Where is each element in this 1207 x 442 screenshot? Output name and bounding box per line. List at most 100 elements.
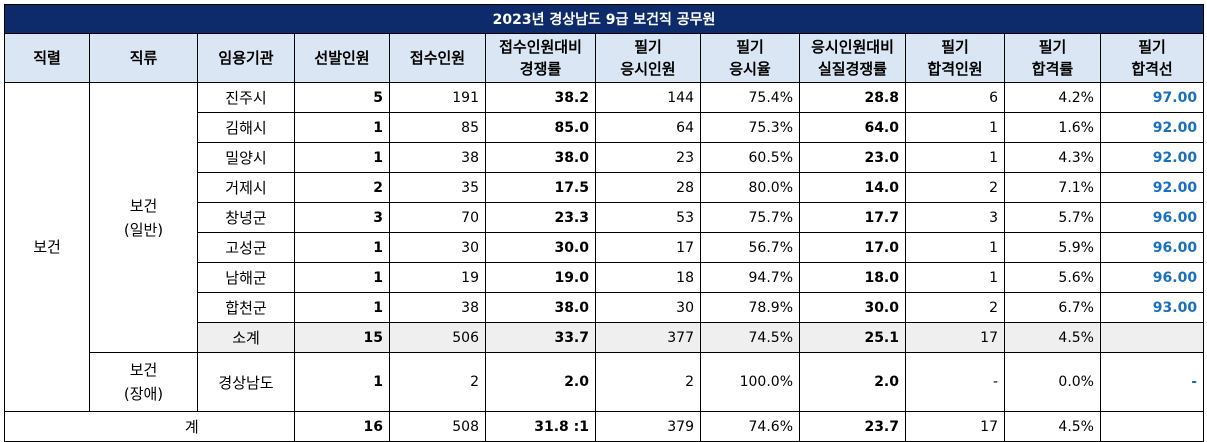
recruitment-table: 2023년 경상남도 9급 보건직 공무원 직렬 직류 임용기관 선발인원 접수… bbox=[3, 4, 1205, 442]
kind-disabled-line1: 보건 bbox=[129, 361, 158, 379]
cell-pass-rate: 1.6% bbox=[1004, 112, 1101, 143]
cell-passed: 3 bbox=[905, 202, 1005, 233]
cell-pass-rate: 4.5% bbox=[1004, 322, 1101, 353]
cell-kind-general: 보건 (일반) bbox=[89, 82, 198, 353]
cell-passed: 1 bbox=[905, 262, 1005, 293]
header-ratio-line2: 경쟁률 bbox=[519, 60, 562, 78]
cell-exam-rate: 94.7% bbox=[700, 262, 800, 293]
cell-selected: 5 bbox=[294, 82, 390, 113]
cell-passed: 2 bbox=[905, 172, 1005, 203]
cell-ratio: 17.5 bbox=[485, 172, 596, 203]
cell-exam-applicants: 30 bbox=[595, 292, 701, 323]
header-rank: 직렬 bbox=[4, 33, 90, 83]
cell-exam-rate: 80.0% bbox=[700, 172, 800, 203]
cell-ratio: 33.7 bbox=[485, 322, 596, 353]
cell-exam-rate: 100.0% bbox=[700, 352, 800, 412]
table-row: 보건 보건 (일반) 진주시 5 191 38.2 144 75.4% 28.8 6 4.2% 97.0… bbox=[4, 82, 1205, 412]
cell-exam-applicants: 379 bbox=[595, 411, 701, 442]
subtotal-row: 소계 15 506 33.7 377 74.5% 25.1 17 4.5% bbox=[5, 322, 1205, 353]
cell-real-ratio: 2.0 bbox=[799, 352, 906, 412]
table-row: 고성군 1 30 30.0 17 56.7% 17.0 1 5.9% 96.00 bbox=[5, 232, 1205, 263]
cell-kind-disabled: 보건 (장애) bbox=[89, 352, 198, 412]
cell-ratio: 38.0 bbox=[485, 142, 596, 173]
header-real-ratio-line1: 응시인원대비 bbox=[811, 38, 894, 56]
cell-exam-rate: 75.4% bbox=[700, 82, 800, 113]
table-title: 2023년 경상남도 9급 보건직 공무원 bbox=[3, 4, 1205, 34]
cell-real-ratio: 18.0 bbox=[799, 262, 906, 293]
cell-agency: 합천군 bbox=[197, 292, 295, 323]
cell-exam-rate: 78.9% bbox=[700, 292, 800, 323]
cell-real-ratio: 25.1 bbox=[799, 322, 906, 353]
cell-applied: 38 bbox=[389, 292, 486, 323]
header-cutoff-line2: 합격선 bbox=[1131, 60, 1173, 78]
header-agency: 임용기관 bbox=[197, 33, 295, 83]
header-exam-rate-line2: 응시율 bbox=[729, 60, 771, 78]
cell-pass-rate: 5.9% bbox=[1004, 232, 1101, 263]
cell-passed: 17 bbox=[905, 411, 1005, 442]
cell-exam-applicants: 144 bbox=[595, 82, 701, 113]
cell-selected: 15 bbox=[294, 322, 390, 353]
cell-selected: 1 bbox=[294, 292, 390, 323]
cell-pass-rate: 0.0% bbox=[1004, 352, 1101, 412]
table-row: 남해군 1 19 19.0 18 94.7% 18.0 1 5.6% 96.00 bbox=[5, 262, 1205, 293]
header-passed-line1: 필기 bbox=[941, 38, 969, 56]
cell-cutoff bbox=[1099, 322, 1205, 353]
header-real-ratio-line2: 실질경쟁률 bbox=[817, 60, 887, 78]
table-row: 창녕군 3 70 23.3 53 75.7% 17.7 3 5.7% 96.00 bbox=[5, 202, 1205, 233]
cell-real-ratio: 17.0 bbox=[799, 232, 906, 263]
cell-real-ratio: 64.0 bbox=[799, 112, 906, 143]
cell-agency: 진주시 bbox=[197, 82, 295, 113]
header-passed-line2: 합격인원 bbox=[927, 60, 983, 78]
cell-pass-rate: 6.7% bbox=[1004, 292, 1101, 323]
cell-real-ratio: 28.8 bbox=[799, 82, 906, 113]
cell-cutoff: 96.00 bbox=[1099, 202, 1205, 233]
cell-ratio: 85.0 bbox=[485, 112, 596, 143]
cell-agency: 경상남도 bbox=[197, 352, 295, 412]
cell-selected: 1 bbox=[294, 112, 390, 143]
cell-exam-applicants: 2 bbox=[595, 352, 701, 412]
cell-cutoff: 92.00 bbox=[1099, 142, 1205, 173]
cell-real-ratio: 14.0 bbox=[799, 172, 906, 203]
cell-applied: 191 bbox=[389, 82, 486, 113]
header-kind: 직류 bbox=[89, 33, 198, 83]
cell-cutoff: 96.00 bbox=[1099, 232, 1205, 263]
cell-applied: 506 bbox=[389, 322, 486, 353]
cell-cutoff: 92.00 bbox=[1099, 112, 1205, 143]
cell-total-blank bbox=[4, 411, 90, 442]
cell-exam-applicants: 28 bbox=[595, 172, 701, 203]
cell-exam-rate: 75.7% bbox=[700, 202, 800, 233]
header-row: 직렬 직류 임용기관 선발인원 접수인원 접수인원대비 경쟁률 필기 응시인원 필기… bbox=[4, 33, 1205, 83]
cell-pass-rate: 4.5% bbox=[1004, 411, 1101, 442]
cell-agency: 소계 bbox=[197, 322, 295, 353]
cell-agency: 거제시 bbox=[197, 172, 295, 203]
cell-selected: 1 bbox=[294, 232, 390, 263]
cell-pass-rate: 4.3% bbox=[1004, 142, 1101, 173]
cell-exam-applicants: 17 bbox=[595, 232, 701, 263]
header-selected: 선발인원 bbox=[294, 33, 390, 83]
kind-general-line1: 보건 bbox=[129, 196, 158, 215]
header-exam-applicants: 필기 응시인원 bbox=[595, 33, 701, 83]
cell-passed: 1 bbox=[905, 112, 1005, 143]
cell-applied: 85 bbox=[389, 112, 486, 143]
table-row: 보건 (장애) 경상남도 1 2 2.0 2 100.0% 2.0-0.0% - bbox=[5, 352, 1205, 412]
cell-real-ratio: 17.7 bbox=[799, 202, 906, 233]
table-row: 밀양시 1 38 38.0 23 60.5% 23.0 1 4.3% 92.00 bbox=[5, 142, 1205, 173]
cell-cutoff: 93.00 bbox=[1099, 292, 1205, 323]
header-exam-rate-line1: 필기 bbox=[736, 38, 764, 56]
cell-total-label: 계 bbox=[89, 411, 295, 442]
header-cutoff-line1: 필기 bbox=[1138, 38, 1166, 56]
cell-passed: 6 bbox=[905, 82, 1005, 113]
kind-disabled-line2: (장애) bbox=[123, 385, 164, 403]
cell-agency: 밀양시 bbox=[197, 142, 295, 173]
table-body: 보건 보건 (일반) 진주시 5 191 38.2 144 75.4% 28.8 6 4.2% 97.0… bbox=[4, 82, 1205, 442]
cell-passed: 17 bbox=[905, 322, 1005, 353]
cell-exam-rate: 60.5% bbox=[700, 142, 800, 173]
total-row: 계 16 508 31.8 :1 379 74.6% 23.7 17 4.5% bbox=[4, 411, 1205, 442]
cell-exam-applicants: 23 bbox=[595, 142, 701, 173]
header-pass-rate-line1: 필기 bbox=[1038, 38, 1067, 56]
cell-ratio: 38.0 bbox=[485, 292, 596, 323]
